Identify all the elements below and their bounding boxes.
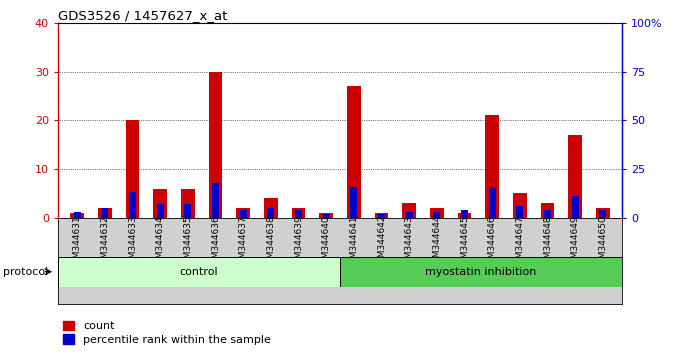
Text: protocol: protocol — [3, 267, 49, 277]
Bar — [153, 188, 167, 218]
Bar — [458, 213, 471, 218]
Bar — [486, 115, 499, 218]
Bar — [513, 193, 527, 218]
Bar — [70, 213, 84, 218]
Bar — [156, 204, 164, 218]
Bar — [212, 183, 219, 218]
Bar — [73, 212, 81, 218]
Bar — [58, 257, 340, 287]
Text: myostatin inhibition: myostatin inhibition — [426, 267, 537, 277]
Bar — [375, 213, 388, 218]
Bar — [516, 206, 524, 218]
Bar — [461, 210, 468, 218]
Bar — [430, 208, 444, 218]
Bar — [544, 210, 551, 218]
Bar — [184, 204, 191, 218]
Bar — [236, 208, 250, 218]
Bar — [129, 193, 136, 218]
Bar — [350, 187, 357, 218]
Bar — [98, 208, 112, 218]
Bar — [126, 120, 139, 218]
Bar — [433, 212, 440, 218]
Bar — [596, 208, 610, 218]
Bar — [403, 203, 416, 218]
Bar — [209, 72, 222, 218]
Bar — [101, 208, 108, 218]
Bar — [267, 208, 274, 218]
Bar — [240, 210, 247, 218]
Bar — [568, 135, 582, 218]
Bar — [181, 188, 194, 218]
Bar — [295, 210, 302, 218]
Bar — [347, 86, 361, 218]
Bar — [292, 208, 305, 218]
Bar — [340, 257, 622, 287]
Bar — [323, 214, 330, 218]
Bar — [406, 212, 413, 218]
Bar — [378, 214, 385, 218]
Text: control: control — [180, 267, 218, 277]
Bar — [319, 213, 333, 218]
Legend: count, percentile rank within the sample: count, percentile rank within the sample — [63, 321, 271, 345]
Text: GDS3526 / 1457627_x_at: GDS3526 / 1457627_x_at — [58, 9, 227, 22]
Bar — [541, 203, 554, 218]
Bar — [264, 198, 277, 218]
Bar — [599, 210, 607, 218]
Bar — [489, 187, 496, 218]
Bar — [572, 196, 579, 218]
